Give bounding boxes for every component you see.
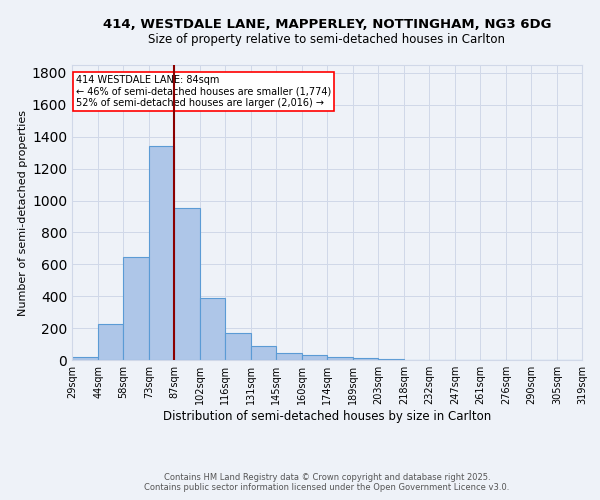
Bar bbox=[378, 358, 404, 360]
Bar bbox=[251, 346, 276, 360]
Text: 414, WESTDALE LANE, MAPPERLEY, NOTTINGHAM, NG3 6DG: 414, WESTDALE LANE, MAPPERLEY, NOTTINGHA… bbox=[103, 18, 551, 30]
Bar bbox=[149, 146, 174, 360]
Bar bbox=[327, 357, 353, 360]
Bar bbox=[225, 333, 251, 360]
Bar bbox=[276, 352, 302, 360]
Text: 414 WESTDALE LANE: 84sqm
← 46% of semi-detached houses are smaller (1,774)
52% o: 414 WESTDALE LANE: 84sqm ← 46% of semi-d… bbox=[76, 74, 331, 108]
Bar bbox=[98, 324, 123, 360]
X-axis label: Distribution of semi-detached houses by size in Carlton: Distribution of semi-detached houses by … bbox=[163, 410, 491, 423]
Bar bbox=[302, 355, 327, 360]
Bar bbox=[353, 358, 378, 360]
Bar bbox=[72, 357, 98, 360]
Text: Size of property relative to semi-detached houses in Carlton: Size of property relative to semi-detach… bbox=[149, 32, 505, 46]
Text: Contains HM Land Registry data © Crown copyright and database right 2025.
Contai: Contains HM Land Registry data © Crown c… bbox=[145, 473, 509, 492]
Bar bbox=[174, 208, 200, 360]
Bar bbox=[123, 257, 149, 360]
Bar bbox=[200, 298, 225, 360]
Y-axis label: Number of semi-detached properties: Number of semi-detached properties bbox=[18, 110, 28, 316]
